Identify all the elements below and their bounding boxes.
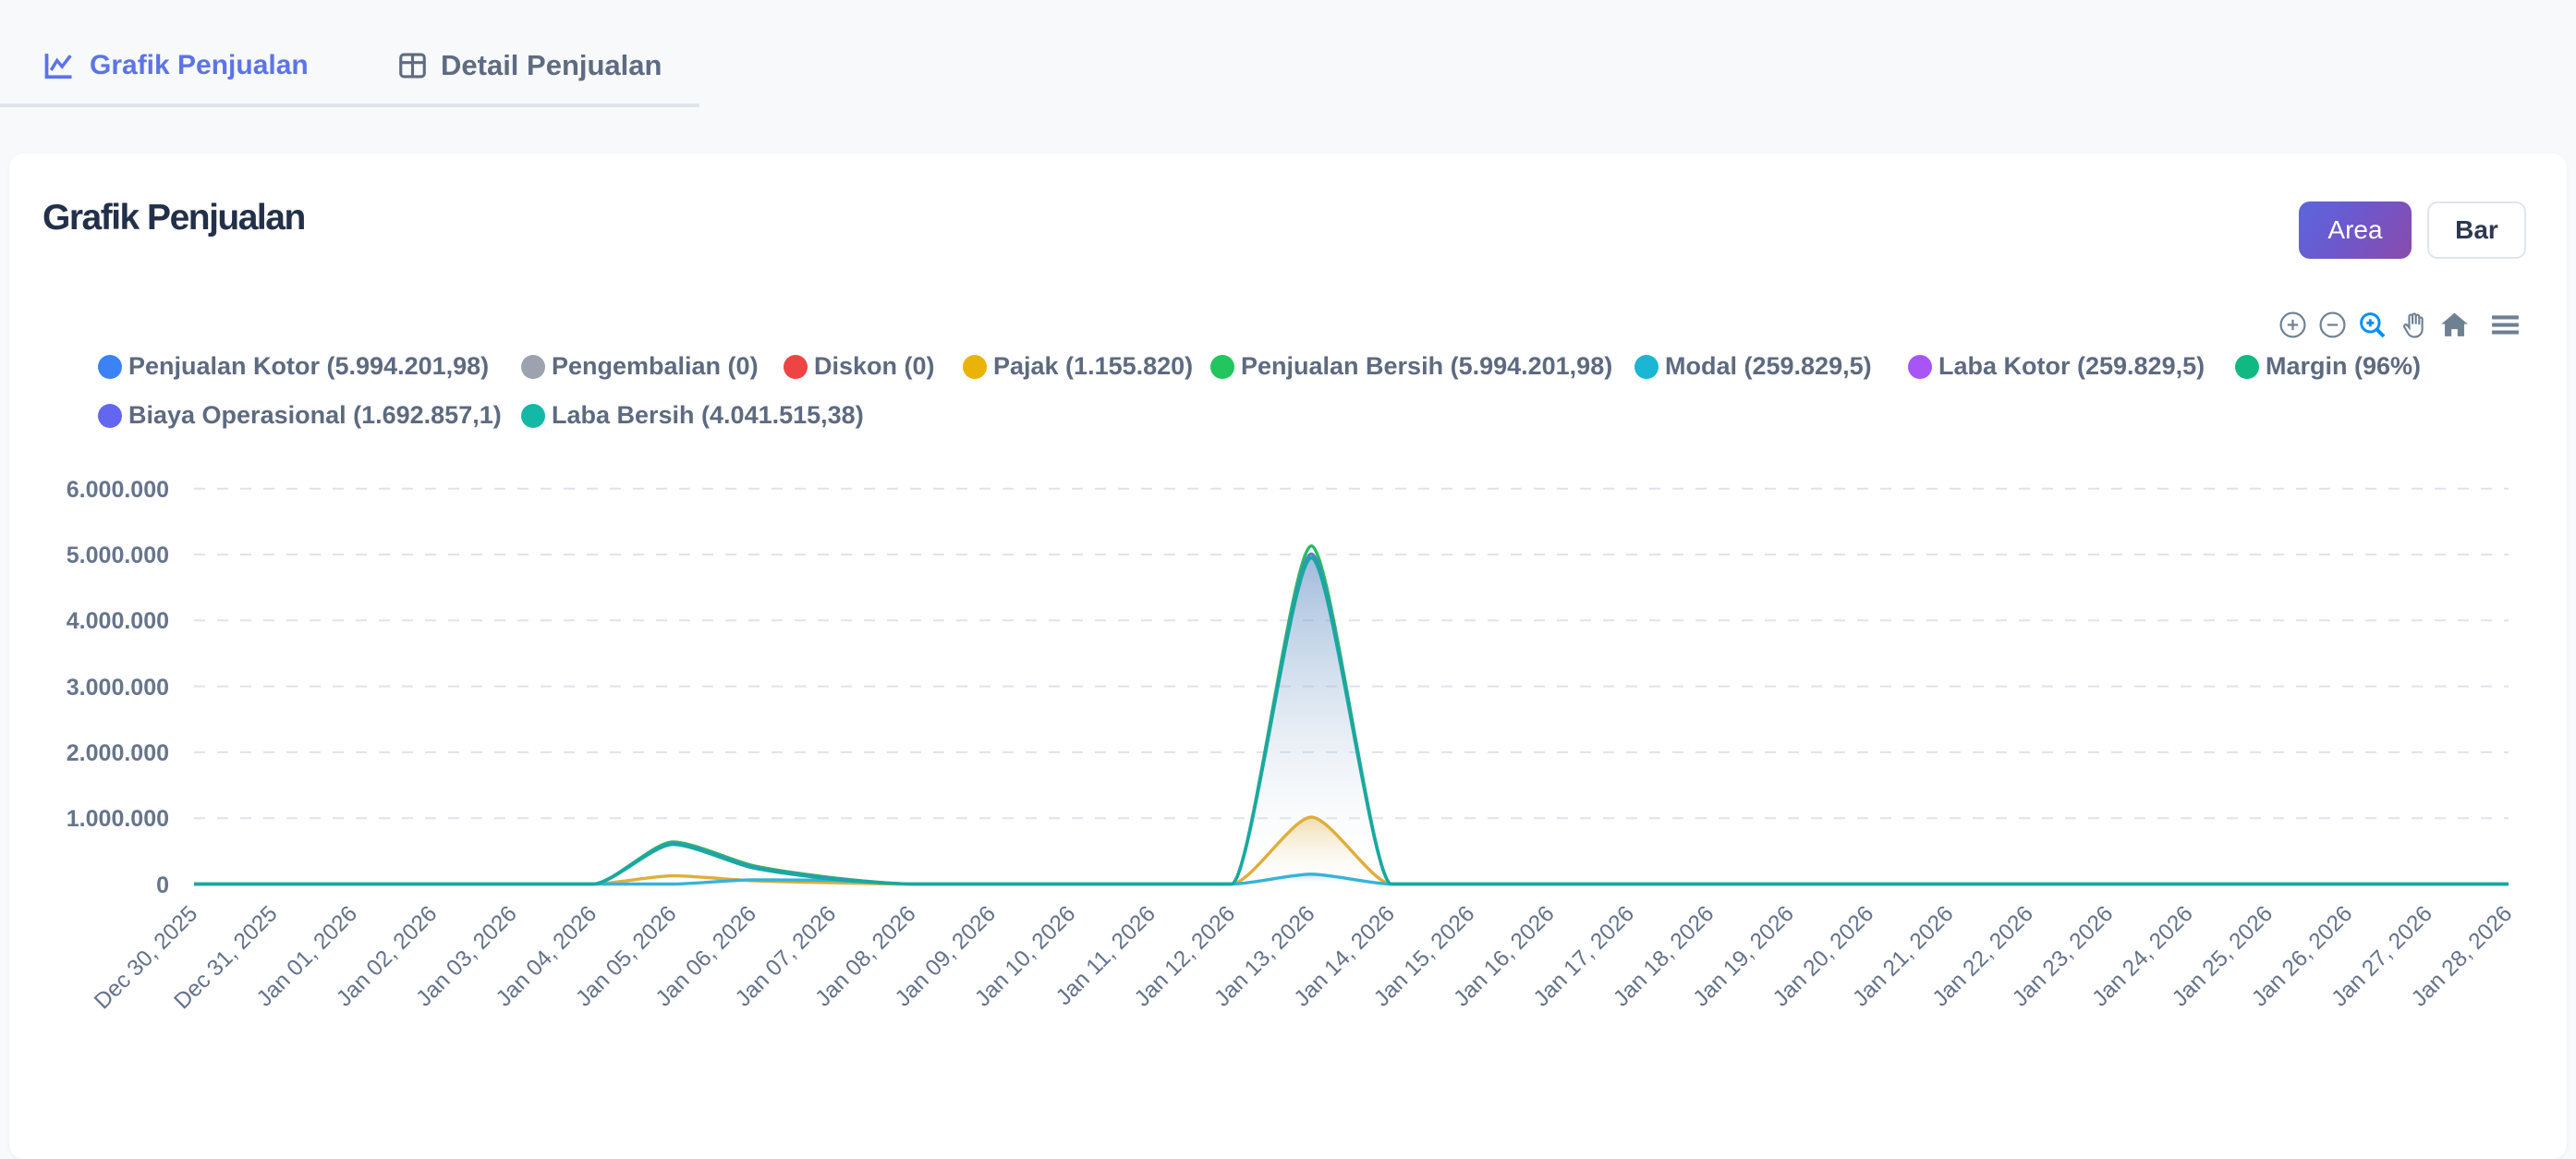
svg-text:1.000.000: 1.000.000 — [67, 806, 169, 832]
svg-text:5.000.000: 5.000.000 — [67, 543, 169, 568]
svg-text:4.000.000: 4.000.000 — [67, 608, 169, 634]
svg-text:0: 0 — [156, 872, 169, 898]
svg-text:3.000.000: 3.000.000 — [67, 675, 169, 701]
svg-text:2.000.000: 2.000.000 — [67, 740, 169, 766]
svg-text:6.000.000: 6.000.000 — [67, 477, 169, 503]
